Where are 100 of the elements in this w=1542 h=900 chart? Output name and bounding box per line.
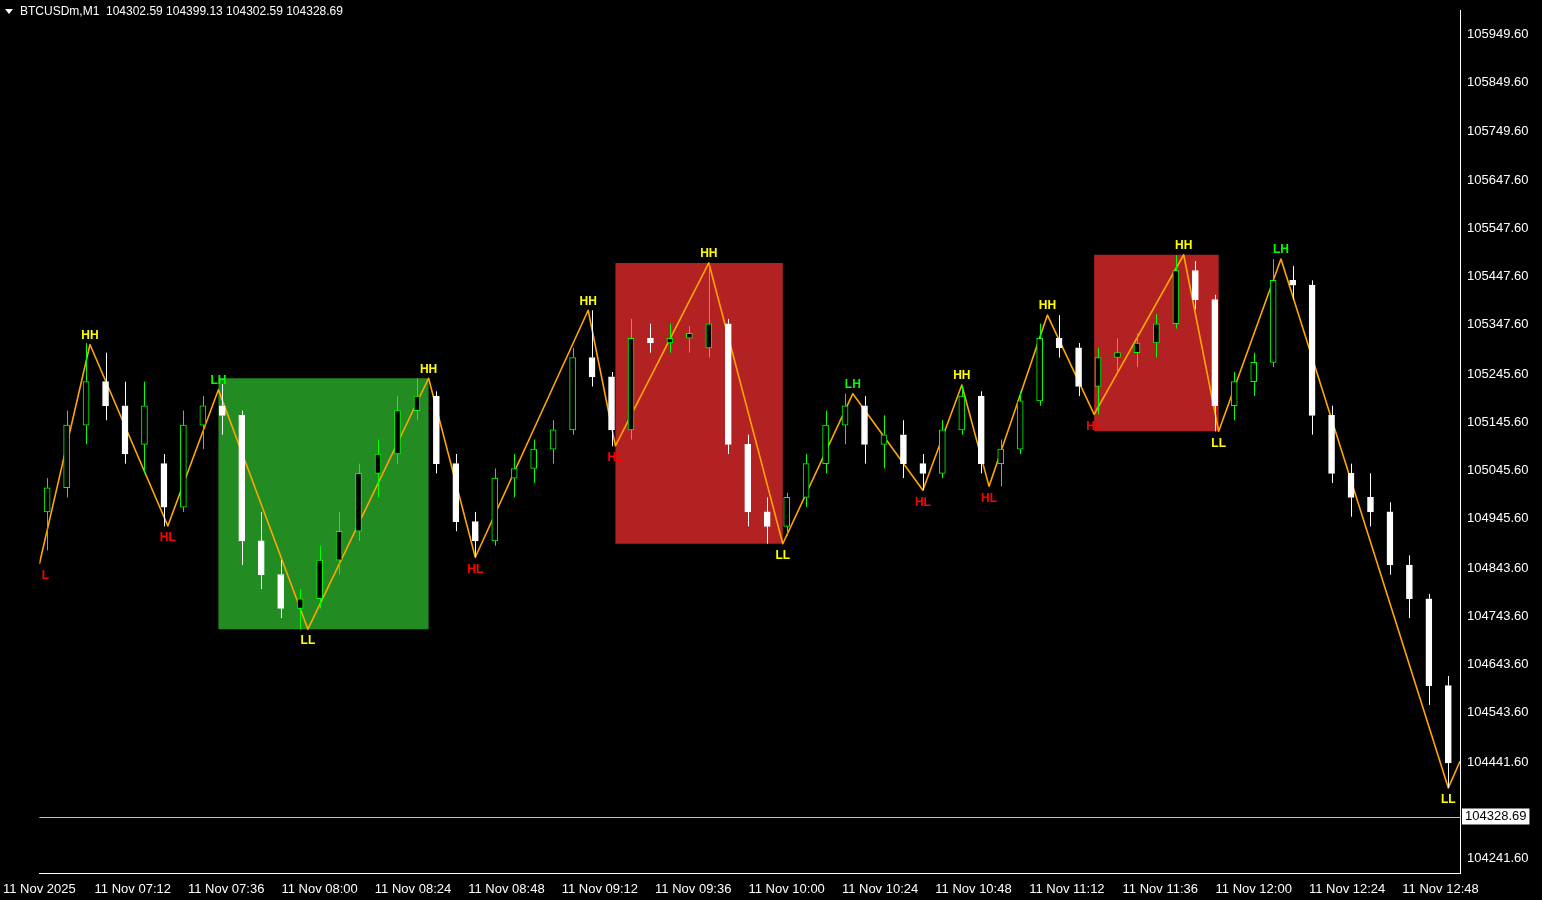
candlestick bbox=[977, 390, 985, 474]
x-tick-label: 11 Nov 11:36 bbox=[1122, 880, 1199, 896]
y-tick-label: 104241.60 bbox=[1467, 850, 1529, 866]
candlestick bbox=[355, 463, 362, 542]
candlestick bbox=[939, 419, 946, 479]
y-tick-label: 105647.60 bbox=[1467, 171, 1529, 187]
candlestick bbox=[822, 410, 829, 474]
y-tick-label: 105045.60 bbox=[1467, 462, 1529, 478]
candlestick bbox=[102, 352, 109, 421]
candlestick bbox=[277, 559, 285, 619]
annotation: HL bbox=[981, 490, 998, 505]
x-tick-label: 11 Nov 09:36 bbox=[655, 880, 732, 896]
candlestick bbox=[1075, 342, 1082, 397]
candlestick bbox=[861, 395, 868, 465]
y-tick-label: 105447.60 bbox=[1467, 268, 1529, 284]
y-tick-label: 105347.60 bbox=[1467, 316, 1529, 332]
candlestick bbox=[569, 347, 576, 436]
x-tick-label: 11 Nov 10:48 bbox=[935, 880, 1012, 896]
candlestick bbox=[1328, 405, 1335, 484]
candlestick bbox=[1250, 352, 1258, 397]
x-tick-label: 11 Nov 10:00 bbox=[748, 880, 825, 896]
x-tick-label: 11 Nov 08:48 bbox=[468, 880, 545, 896]
annotation: HH bbox=[419, 361, 438, 376]
y-tick-label: 104441.60 bbox=[1467, 753, 1529, 769]
y-tick-label: 105245.60 bbox=[1467, 365, 1529, 381]
annotation: HH bbox=[700, 246, 718, 261]
x-tick-label: 11 Nov 11:12 bbox=[1029, 880, 1105, 896]
candlestick bbox=[1230, 371, 1238, 421]
annotation: HH bbox=[1174, 238, 1193, 253]
candlestick bbox=[471, 511, 479, 558]
y-tick-label: 105547.60 bbox=[1467, 219, 1529, 235]
candlestick bbox=[1114, 337, 1121, 373]
annotation: L bbox=[41, 568, 50, 583]
candlestick bbox=[647, 323, 654, 354]
candlestick bbox=[1211, 294, 1219, 432]
candlestick bbox=[1406, 554, 1413, 619]
candlestick bbox=[608, 371, 615, 447]
annotation: HL bbox=[467, 561, 484, 576]
candlestick bbox=[1289, 265, 1296, 301]
candlestick bbox=[744, 434, 752, 527]
candlestick bbox=[763, 496, 771, 545]
candlestick bbox=[296, 588, 304, 630]
candlestick bbox=[997, 439, 1005, 487]
y-tick-label: 104543.60 bbox=[1467, 704, 1529, 720]
annotation: HH bbox=[81, 327, 99, 342]
candlestick bbox=[783, 492, 790, 537]
annotation: LL bbox=[300, 633, 316, 648]
y-tick-label: 104945.60 bbox=[1467, 510, 1529, 526]
x-tick-label: 11 Nov 12:48 bbox=[1402, 880, 1479, 896]
chart-title: BTCUSDm,M1 104302.59 104399.13 104302.59 104328.69 bbox=[20, 4, 344, 19]
candlestick bbox=[394, 395, 401, 465]
y-tick-label: 105849.60 bbox=[1467, 74, 1529, 90]
x-tick-label: 11 Nov 12:00 bbox=[1215, 880, 1292, 896]
annotation: LL bbox=[1440, 792, 1456, 807]
x-tick-label: 11 Nov 09:12 bbox=[561, 880, 639, 896]
annotation: HH bbox=[579, 293, 597, 308]
x-tick-label: 11 Nov 08:24 bbox=[374, 880, 452, 896]
annotation: HL bbox=[914, 494, 931, 509]
x-tick-label: 11 Nov 2025 bbox=[3, 880, 76, 896]
candlestick bbox=[919, 453, 927, 491]
candlestick bbox=[1269, 258, 1277, 368]
x-tick-label: 11 Nov 07:36 bbox=[188, 880, 265, 896]
annotation: HH bbox=[1038, 298, 1057, 313]
candlestick bbox=[530, 439, 538, 484]
candlestick bbox=[316, 545, 323, 609]
candlestick bbox=[433, 390, 440, 474]
x-tick-label: 11 Nov 07:12 bbox=[94, 880, 171, 896]
annotation: HL bbox=[159, 530, 176, 545]
candlestick bbox=[900, 419, 907, 479]
candlestick bbox=[1192, 260, 1199, 310]
annotation: LH bbox=[1272, 242, 1289, 257]
candlestick bbox=[257, 511, 265, 590]
candlestick bbox=[705, 262, 713, 359]
y-tick-label: 105749.60 bbox=[1467, 122, 1529, 138]
y-tick-label: 104743.60 bbox=[1467, 607, 1529, 623]
candlestick bbox=[1036, 323, 1043, 407]
annotation: LL bbox=[1211, 435, 1227, 450]
candlestick bbox=[218, 383, 226, 436]
x-tick-label: 11 Nov 12:24 bbox=[1308, 880, 1386, 896]
candlestick bbox=[1444, 675, 1452, 789]
candlestick bbox=[141, 381, 148, 474]
y-tick-label: 104843.60 bbox=[1467, 559, 1529, 575]
candlestick bbox=[880, 414, 888, 469]
annotation: HH bbox=[953, 368, 971, 383]
y-tick-label: 105949.60 bbox=[1467, 26, 1529, 42]
candlestick bbox=[1016, 390, 1024, 455]
y-tick-label: 105145.60 bbox=[1467, 413, 1529, 429]
x-tick-label: 11 Nov 10:24 bbox=[841, 880, 919, 896]
annotation: LH bbox=[844, 377, 861, 392]
candlestick bbox=[686, 325, 693, 354]
candlestick bbox=[724, 318, 732, 455]
candlestick bbox=[1367, 472, 1374, 527]
candlestick bbox=[1153, 313, 1160, 359]
candlestick bbox=[238, 410, 246, 566]
candlestick bbox=[958, 384, 966, 436]
annotation: LH bbox=[210, 373, 227, 388]
ref-line-label: 104328.69 bbox=[1465, 808, 1527, 824]
candlestick bbox=[63, 410, 70, 498]
annotation: LL bbox=[775, 548, 791, 563]
candlestick bbox=[491, 467, 499, 547]
